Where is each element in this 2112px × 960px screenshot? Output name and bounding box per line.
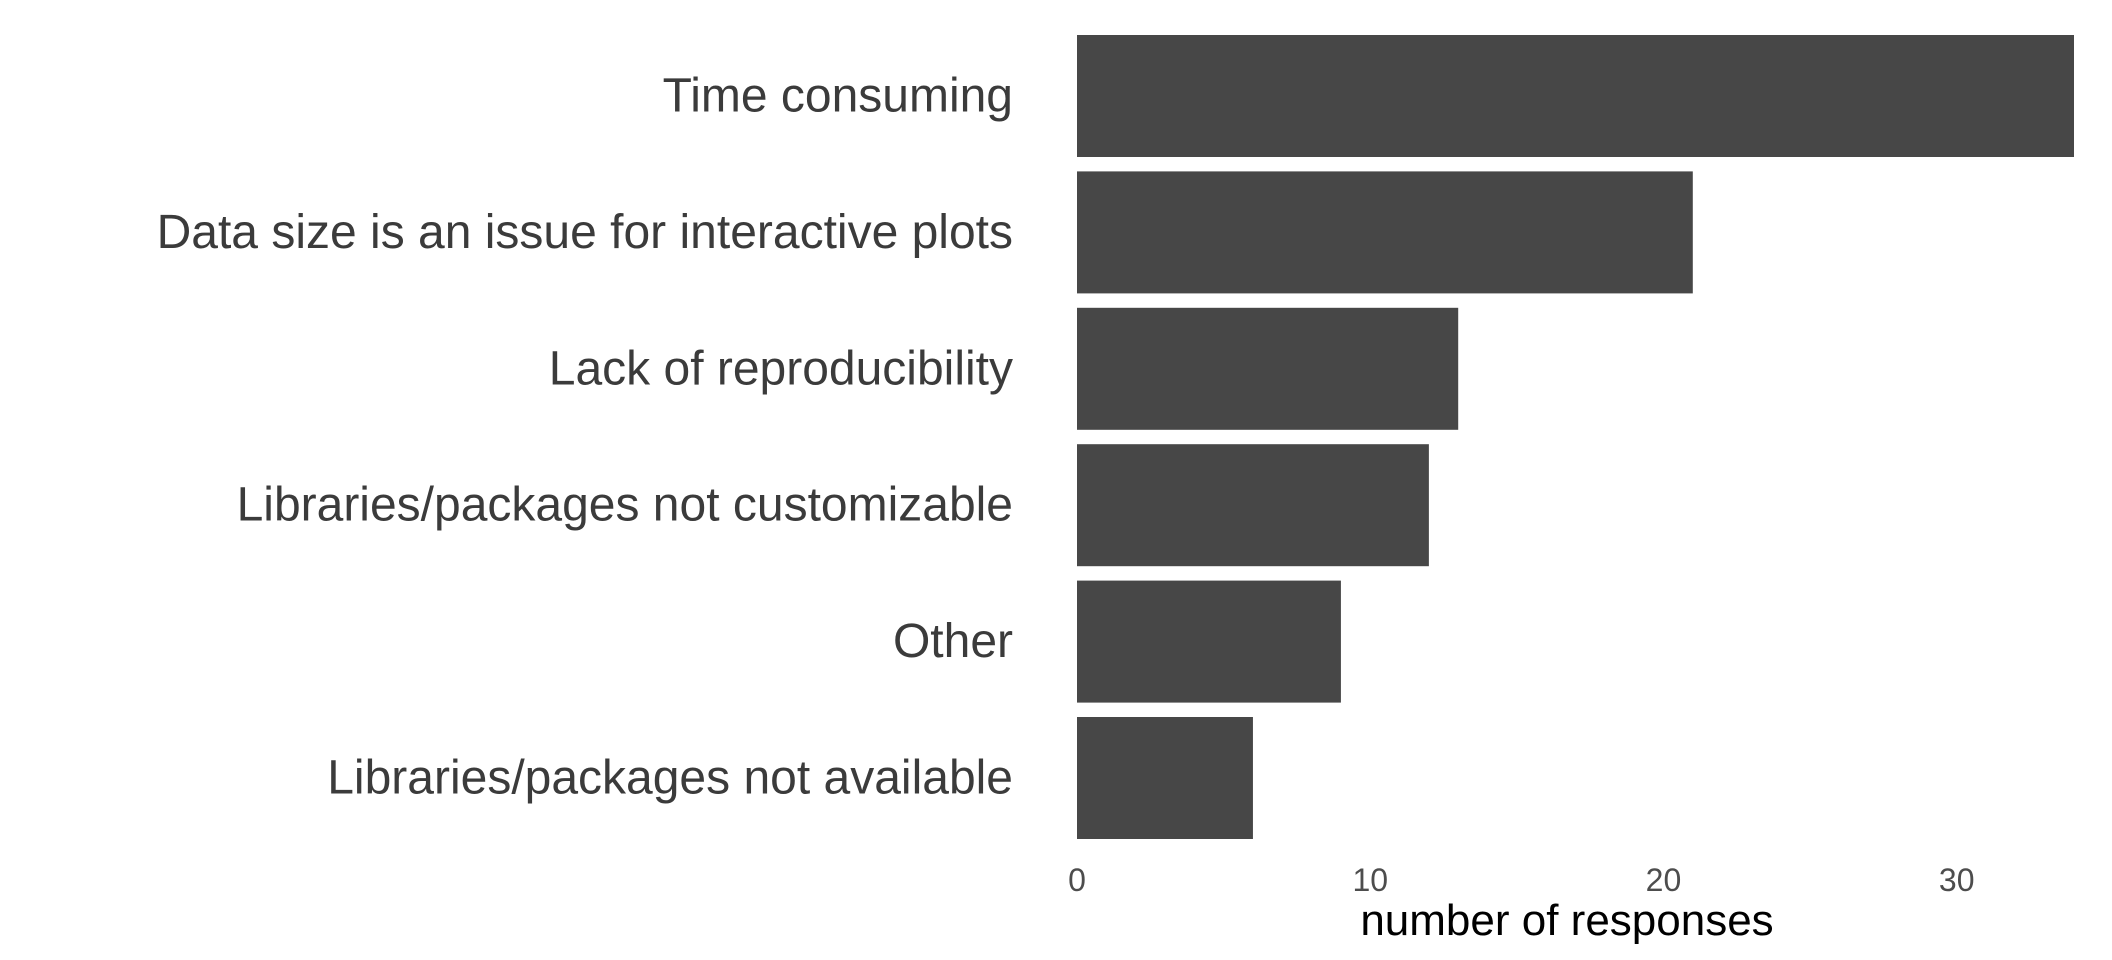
x-tick-label-30: 30 [1939, 862, 1975, 898]
bar-lack-of-reproducibility [1077, 307, 1459, 430]
x-tick-label-0: 0 [1068, 862, 1086, 898]
bar-data-size-is-an-issue-for-interactive-plots [1077, 171, 1693, 294]
x-tick-labels-group: 0 10 20 30 [1068, 862, 1974, 898]
bar-libraries-packages-not-customizable [1077, 444, 1429, 567]
bar-libraries-packages-not-available [1077, 717, 1253, 839]
x-tick-label-20: 20 [1646, 862, 1682, 898]
category-label-other: Other [893, 615, 1013, 668]
category-label-time-consuming: Time consuming [663, 70, 1013, 123]
category-label-lack-of-reproducibility: Lack of reproducibility [549, 342, 1013, 395]
x-tick-label-10: 10 [1352, 862, 1388, 898]
bars-group [1077, 35, 2074, 839]
bar-other [1077, 580, 1341, 703]
category-labels-group: Time consuming Data size is an issue for … [157, 70, 1013, 805]
category-label-data-size-is-an-issue-for-interactive-plots: Data size is an issue for interactive pl… [157, 206, 1013, 259]
bar-time-consuming [1077, 35, 2074, 157]
category-label-libraries-packages-not-available: Libraries/packages not available [327, 752, 1013, 805]
x-axis-title: number of responses [1360, 896, 1773, 945]
category-label-libraries-packages-not-customizable: Libraries/packages not customizable [237, 479, 1013, 532]
